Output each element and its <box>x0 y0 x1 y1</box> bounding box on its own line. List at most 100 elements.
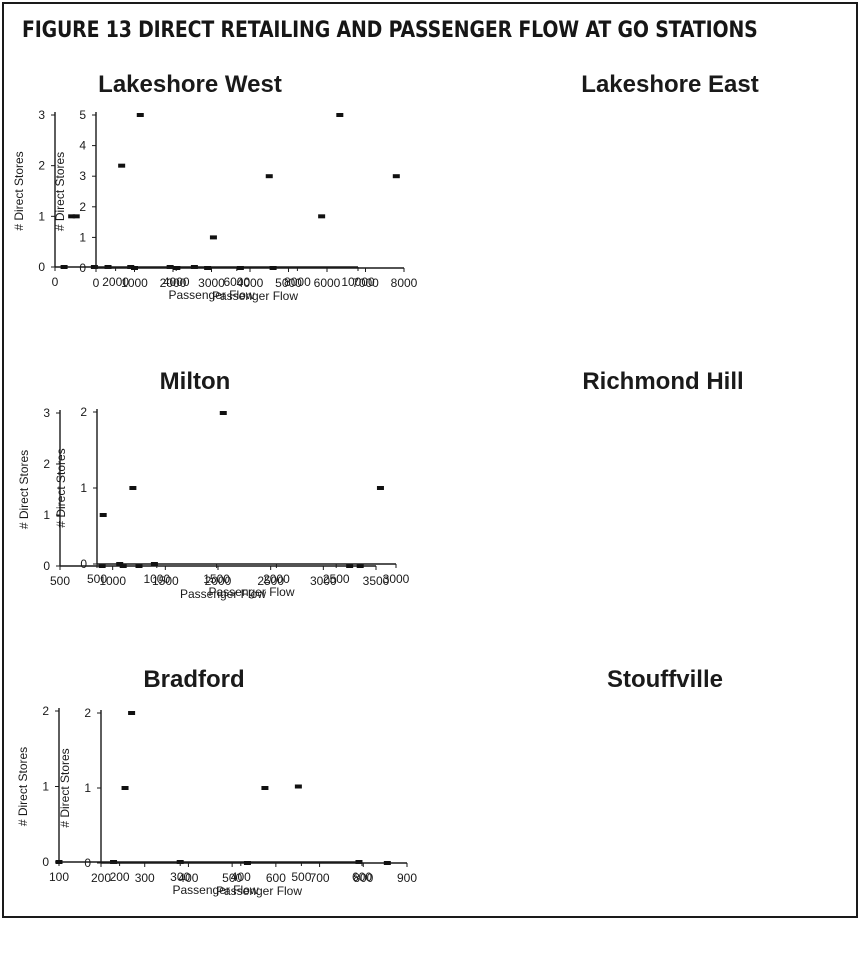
x-tick-label: 2000 <box>205 574 232 588</box>
x-tick-label: 400 <box>178 871 198 885</box>
data-point <box>356 564 364 568</box>
y-tick-label: 4 <box>79 139 86 153</box>
x-axis-label: Passenger Flow <box>172 883 258 897</box>
data-point <box>294 784 302 789</box>
data-point <box>104 265 112 269</box>
x-tick-label: 400 <box>231 870 251 884</box>
data-point <box>190 265 198 269</box>
data-point <box>68 214 76 219</box>
y-tick-label: 3 <box>38 108 45 122</box>
x-tick-label: 600 <box>352 870 372 884</box>
data-point <box>355 860 363 864</box>
y-axis-label: # Direct Stores <box>17 450 31 529</box>
y-tick-label: 1 <box>79 230 86 244</box>
x-tick-label: 1000 <box>99 574 126 588</box>
x-tick-label: 3000 <box>198 276 225 290</box>
data-point <box>166 265 174 269</box>
data-point <box>346 564 354 568</box>
x-tick-label: 700 <box>310 871 330 885</box>
data-point <box>150 562 158 566</box>
data-point <box>129 486 137 490</box>
data-point <box>118 163 126 168</box>
data-point <box>116 562 124 566</box>
data-point <box>383 861 391 865</box>
data-point <box>269 266 277 270</box>
y-tick-label: 0 <box>80 557 87 571</box>
y-tick-label: 2 <box>42 704 49 718</box>
data-point <box>131 266 138 270</box>
y-tick-label: 3 <box>79 169 86 183</box>
y-axis-label: # Direct Stores <box>53 152 67 231</box>
data-point <box>173 266 181 270</box>
y-tick-label: 0 <box>42 855 49 869</box>
data-point <box>60 265 68 269</box>
y-tick-label: 0 <box>79 261 86 275</box>
x-tick-label: 300 <box>135 871 155 885</box>
data-point <box>128 711 136 715</box>
x-tick-label: 2000 <box>102 275 129 289</box>
data-point <box>392 174 400 179</box>
y-axis-label: # Direct Stores <box>54 448 68 527</box>
data-point <box>219 411 227 415</box>
x-axis-label: Passenger Flow <box>208 585 294 599</box>
data-point <box>265 174 273 179</box>
data-point <box>176 860 184 864</box>
data-point <box>121 786 129 790</box>
y-tick-label: 2 <box>38 159 45 173</box>
x-tick-label: 500 <box>87 572 107 586</box>
x-tick-label: 0 <box>93 276 100 290</box>
chart-title: Richmond Hill <box>582 368 743 395</box>
data-point <box>209 235 217 240</box>
y-tick-label: 1 <box>38 209 45 223</box>
chart-panel: Richmond Hill 500 1000 1500 2000 2500 3000 0 1 2 P… <box>54 355 862 650</box>
y-tick-label: 3 <box>43 406 50 420</box>
x-axis-label: Passenger Flow <box>180 587 266 601</box>
chart-title: Lakeshore West <box>98 71 282 98</box>
y-tick-label: 0 <box>84 856 91 870</box>
y-tick-label: 1 <box>84 781 91 795</box>
x-tick-label: 6000 <box>314 276 341 290</box>
x-tick-label: 2000 <box>160 276 187 290</box>
y-axis-label: # Direct Stores <box>12 151 26 230</box>
chart-panel: Stouffville 200 300 400 500 600 700 800 900 0 1 2 Pa… <box>58 655 862 950</box>
data-point <box>318 214 326 219</box>
x-tick-label: 1000 <box>121 276 148 290</box>
chart-title: Milton <box>160 368 231 395</box>
x-tick-label: 1500 <box>152 574 179 588</box>
x-tick-label: 5000 <box>275 276 302 290</box>
x-tick-label: 0 <box>52 275 59 289</box>
data-point <box>110 860 118 864</box>
data-point <box>236 266 244 270</box>
y-tick-label: 1 <box>43 508 50 522</box>
x-tick-label: 8000 <box>391 276 418 290</box>
chart-panel: Bradford 100 200 300 400 500 600 0 1 2 Passenger F… <box>0 655 431 950</box>
chart-title: Bradford <box>143 666 244 693</box>
y-axis-label: # Direct Stores <box>16 747 30 826</box>
x-tick-label: 6000 <box>223 275 250 289</box>
data-point <box>55 860 63 864</box>
x-tick-label: 300 <box>170 870 190 884</box>
x-tick-label: 2500 <box>323 572 350 586</box>
y-tick-label: 2 <box>84 706 91 720</box>
chart-panel: Milton 500 1000 1500 2000 2500 3000 3500 0 1 2 3 Pas… <box>0 355 431 650</box>
y-tick-label: 2 <box>80 405 87 419</box>
figure-frame: FIGURE 13 DIRECT RETAILING AND PASSENGER… <box>2 2 858 918</box>
chart-panel: Lakeshore West 0 2000 4000 6000 8000 10000 0 1 2 3… <box>0 60 431 355</box>
y-tick-label: 1 <box>80 481 87 495</box>
x-tick-label: 2500 <box>257 574 284 588</box>
chart-panel: Lakeshore East 0 1000 2000 3000 4000 5000 6000 7… <box>53 60 862 355</box>
data-point <box>336 113 344 117</box>
data-point <box>376 486 384 490</box>
x-tick-label: 4000 <box>163 275 190 289</box>
data-point <box>98 564 106 568</box>
figure-title: FIGURE 13 DIRECT RETAILING AND PASSENGER… <box>22 18 758 43</box>
x-axis-label: Passenger Flow <box>212 289 298 303</box>
y-tick-label: 2 <box>43 457 50 471</box>
y-tick-label: 0 <box>38 260 45 274</box>
x-tick-label: 3500 <box>363 574 390 588</box>
x-tick-label: 4000 <box>237 276 264 290</box>
x-tick-label: 900 <box>397 871 417 885</box>
